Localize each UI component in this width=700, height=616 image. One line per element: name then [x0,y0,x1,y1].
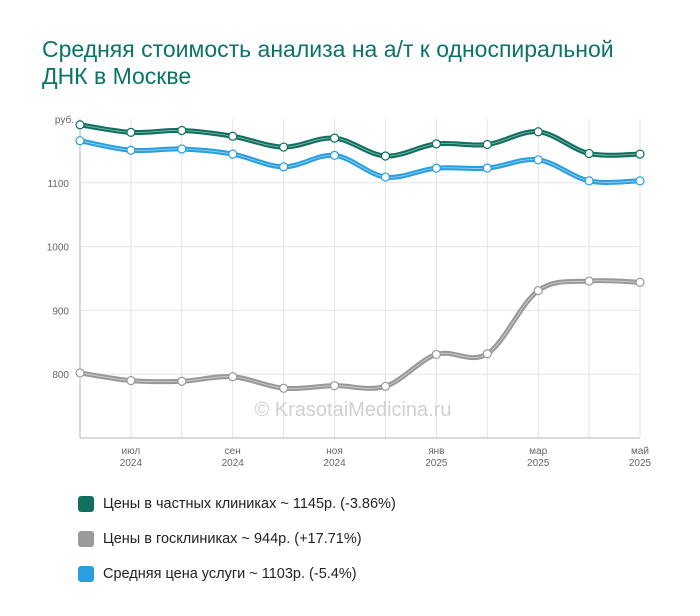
data-point [126,127,136,137]
series-0 [75,120,645,161]
data-point [584,148,594,159]
x-tick-month: мар [529,446,547,457]
data-point [228,131,238,141]
data-point [75,120,85,130]
x-tick-year: 2024 [222,458,245,469]
data-point [279,383,289,393]
legend-swatch [78,495,94,512]
data-point [75,368,85,378]
data-point [177,376,187,386]
data-point [279,142,289,152]
y-unit-label: руб. [55,114,74,126]
y-axis: 800 900 1000 1100 руб. [47,114,81,438]
y-tick-label: 900 [52,306,69,317]
legend-swatch [78,565,94,582]
y-tick-label: 1100 [47,179,69,190]
data-point [533,127,543,137]
data-point [431,349,441,360]
data-point [533,155,543,165]
legend-label: Цены в госклиниках ~ 944р. (+17.71%) [103,530,362,547]
data-point [177,125,187,136]
data-point [584,276,594,286]
data-point [329,150,340,160]
legend-item[interactable]: Средняя цена услуги ~ 1103р. (-5.4%) [78,556,396,591]
series-1 [75,276,645,393]
legend-label: Цены в частных клиниках ~ 1145р. (-3.86%… [103,495,396,512]
data-point [431,139,441,149]
data-point [635,176,645,186]
legend-label: Средняя цена услуги ~ 1103р. (-5.4%) [103,565,357,582]
series-line-highlight [79,280,641,389]
data-point [482,349,492,359]
y-tick-label: 800 [52,370,69,381]
data-point [431,163,441,173]
data-point [482,139,492,150]
data-point [533,286,543,296]
chart-title: Средняя стоимость анализа на а/т к однос… [42,36,614,89]
x-tick-month: июл [122,446,141,457]
legend: Цены в частных клиниках ~ 1145р. (-3.86%… [78,486,396,591]
x-tick-month: ноя [326,446,343,457]
x-tick-year: 2025 [629,458,652,469]
data-point [75,136,85,146]
data-point [635,149,645,159]
series-2 [75,136,645,186]
x-tick-month: сен [225,446,241,457]
x-axis: июл2024сен2024ноя2024янв2025мар2025май20… [80,437,652,469]
series-lines [75,120,645,393]
data-point [482,163,492,173]
x-tick-year: 2024 [120,458,143,469]
series-line [77,278,643,392]
data-point [126,145,136,155]
x-tick-year: 2025 [527,458,550,469]
data-point [635,277,645,287]
legend-item[interactable]: Цены в частных клиниках ~ 1145р. (-3.86%… [78,486,396,521]
data-point [380,381,391,391]
x-tick-year: 2025 [425,458,448,469]
data-point [279,162,289,172]
data-point [380,172,391,182]
legend-swatch [78,530,94,547]
x-tick-month: янв [428,446,444,457]
legend-item[interactable]: Цены в госклиниках ~ 944р. (+17.71%) [78,521,396,556]
data-point [177,144,187,154]
data-point [380,151,391,161]
y-tick-label: 1000 [47,243,70,254]
x-tick-month: май [631,446,649,457]
data-point [329,133,340,143]
x-tick-year: 2024 [323,458,346,469]
data-point [228,149,238,159]
data-point [126,375,136,386]
data-point [329,381,340,391]
data-point [228,372,238,382]
watermark: © KrasotaiMedicina.ru [254,399,451,421]
data-point [584,176,594,186]
